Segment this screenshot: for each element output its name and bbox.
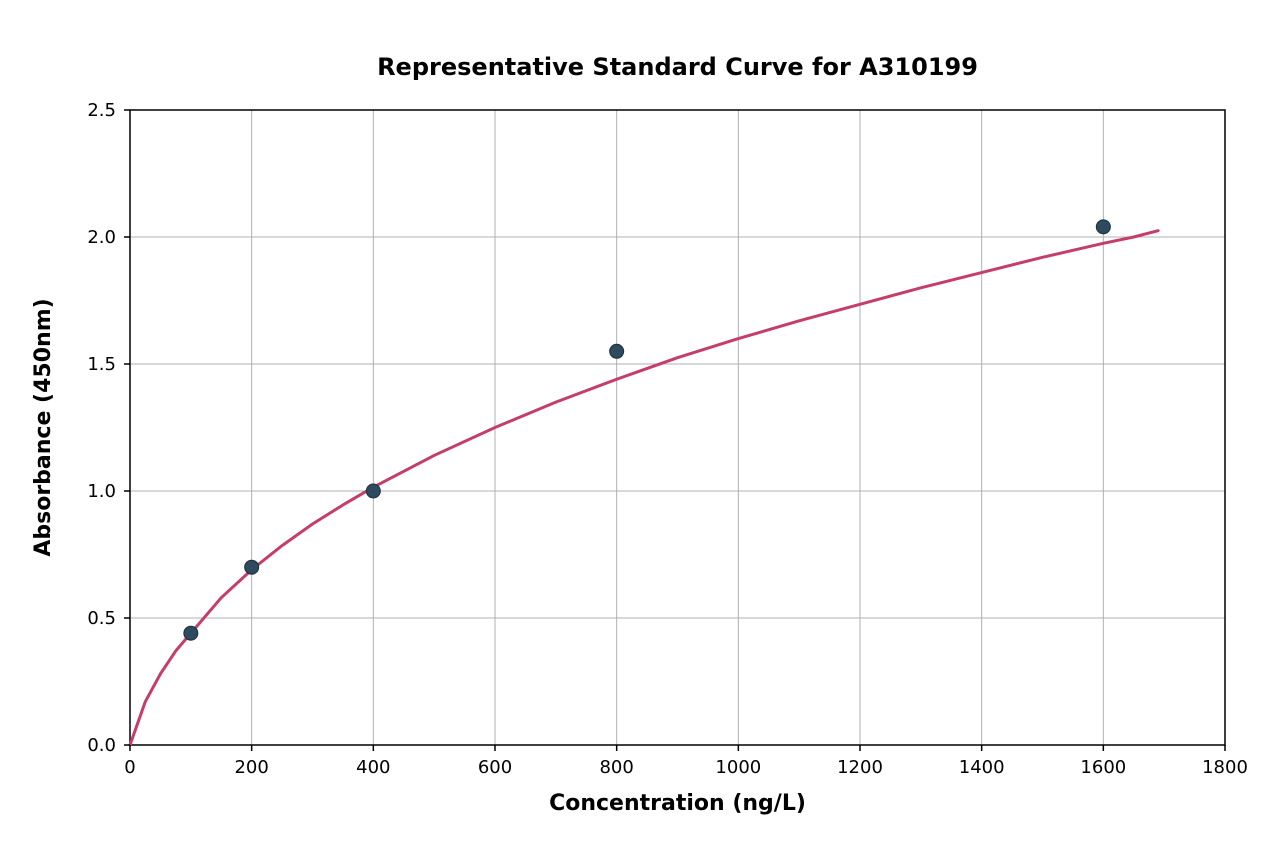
chart-title: Representative Standard Curve for A31019… <box>377 53 978 81</box>
y-tick-label: 0.5 <box>87 608 116 629</box>
data-point <box>245 560 259 574</box>
x-tick-label: 1200 <box>837 757 883 778</box>
y-tick-label: 2.0 <box>87 227 116 248</box>
x-tick-label: 200 <box>234 757 268 778</box>
x-tick-label: 600 <box>478 757 512 778</box>
y-tick-label: 0.0 <box>87 735 116 756</box>
x-tick-label: 1400 <box>959 757 1005 778</box>
x-tick-label: 1800 <box>1202 757 1248 778</box>
data-point <box>184 626 198 640</box>
y-tick-label: 1.5 <box>87 354 116 375</box>
x-tick-label: 1000 <box>715 757 761 778</box>
standard-curve-chart: 0 200 400 600 800 1000 1200 1400 1600 1800 0.0 0.5 1… <box>0 0 1280 845</box>
chart-container: 0 200 400 600 800 1000 1200 1400 1600 1800 0.0 0.5 1… <box>0 0 1280 845</box>
data-point <box>610 344 624 358</box>
data-point <box>1096 220 1110 234</box>
y-tick-label: 1.0 <box>87 481 116 502</box>
x-tick-label: 0 <box>124 757 135 778</box>
y-axis-label: Absorbance (450nm) <box>31 298 56 556</box>
x-tick-label: 1600 <box>1080 757 1126 778</box>
x-tick-label: 800 <box>599 757 633 778</box>
x-axis-label: Concentration (ng/L) <box>549 791 806 816</box>
y-tick-label: 2.5 <box>87 100 116 121</box>
chart-background <box>0 0 1280 845</box>
x-tick-label: 400 <box>356 757 390 778</box>
data-point <box>366 484 380 498</box>
